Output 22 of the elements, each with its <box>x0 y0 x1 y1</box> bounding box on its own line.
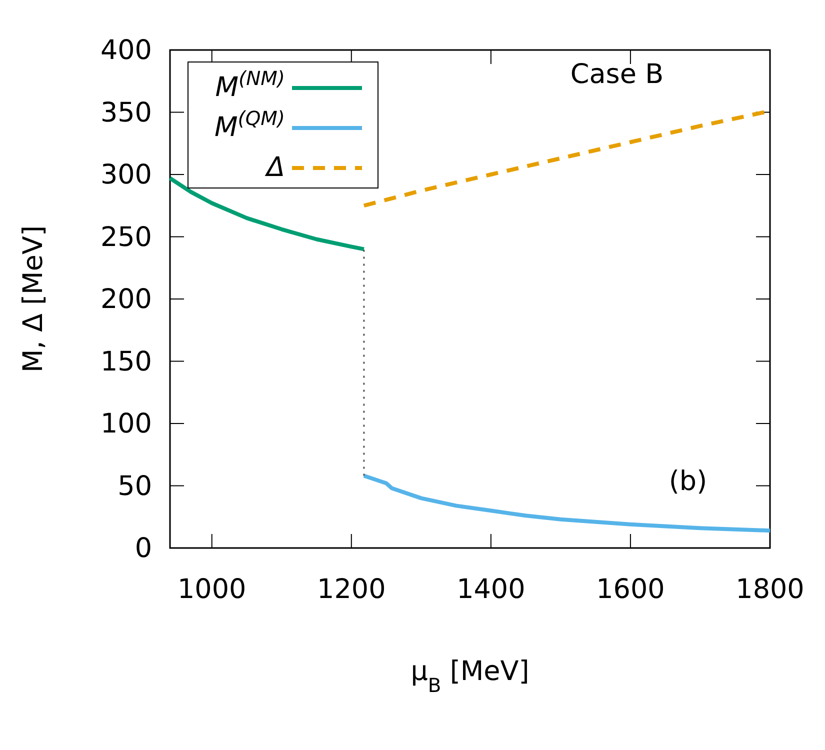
y-tick-label: 0 <box>134 533 152 564</box>
x-tick-label: 1600 <box>596 574 665 605</box>
y-tick-label: 100 <box>100 408 152 440</box>
y-tick-label: 300 <box>100 160 152 190</box>
x-tick-label: 1800 <box>736 574 804 605</box>
y-tick-label: 250 <box>100 222 152 253</box>
annotation: Case B <box>570 59 664 90</box>
y-tick-label: 350 <box>100 97 152 128</box>
x-tick-label: 1200 <box>317 574 386 605</box>
annotation: (b) <box>668 466 708 497</box>
y-tick-label: 150 <box>100 346 152 378</box>
y-axis-title: M, Δ [MeV] <box>18 226 49 372</box>
legend-label: Δ <box>264 152 285 183</box>
legend-label: M$^{(NM)}$ <box>215 66 285 103</box>
x-tick-label: 1400 <box>456 574 526 605</box>
y-tick-label: 400 <box>100 35 152 66</box>
x-axis-title: μ$_{B}$ [MeV] <box>410 656 530 696</box>
y-tick-label: 200 <box>100 284 152 315</box>
x-tick-label: 1000 <box>178 574 246 605</box>
line-series <box>168 176 366 252</box>
legend-label: M$^{(QM)}$ <box>214 106 285 143</box>
y-tick-label: 50 <box>118 470 152 502</box>
